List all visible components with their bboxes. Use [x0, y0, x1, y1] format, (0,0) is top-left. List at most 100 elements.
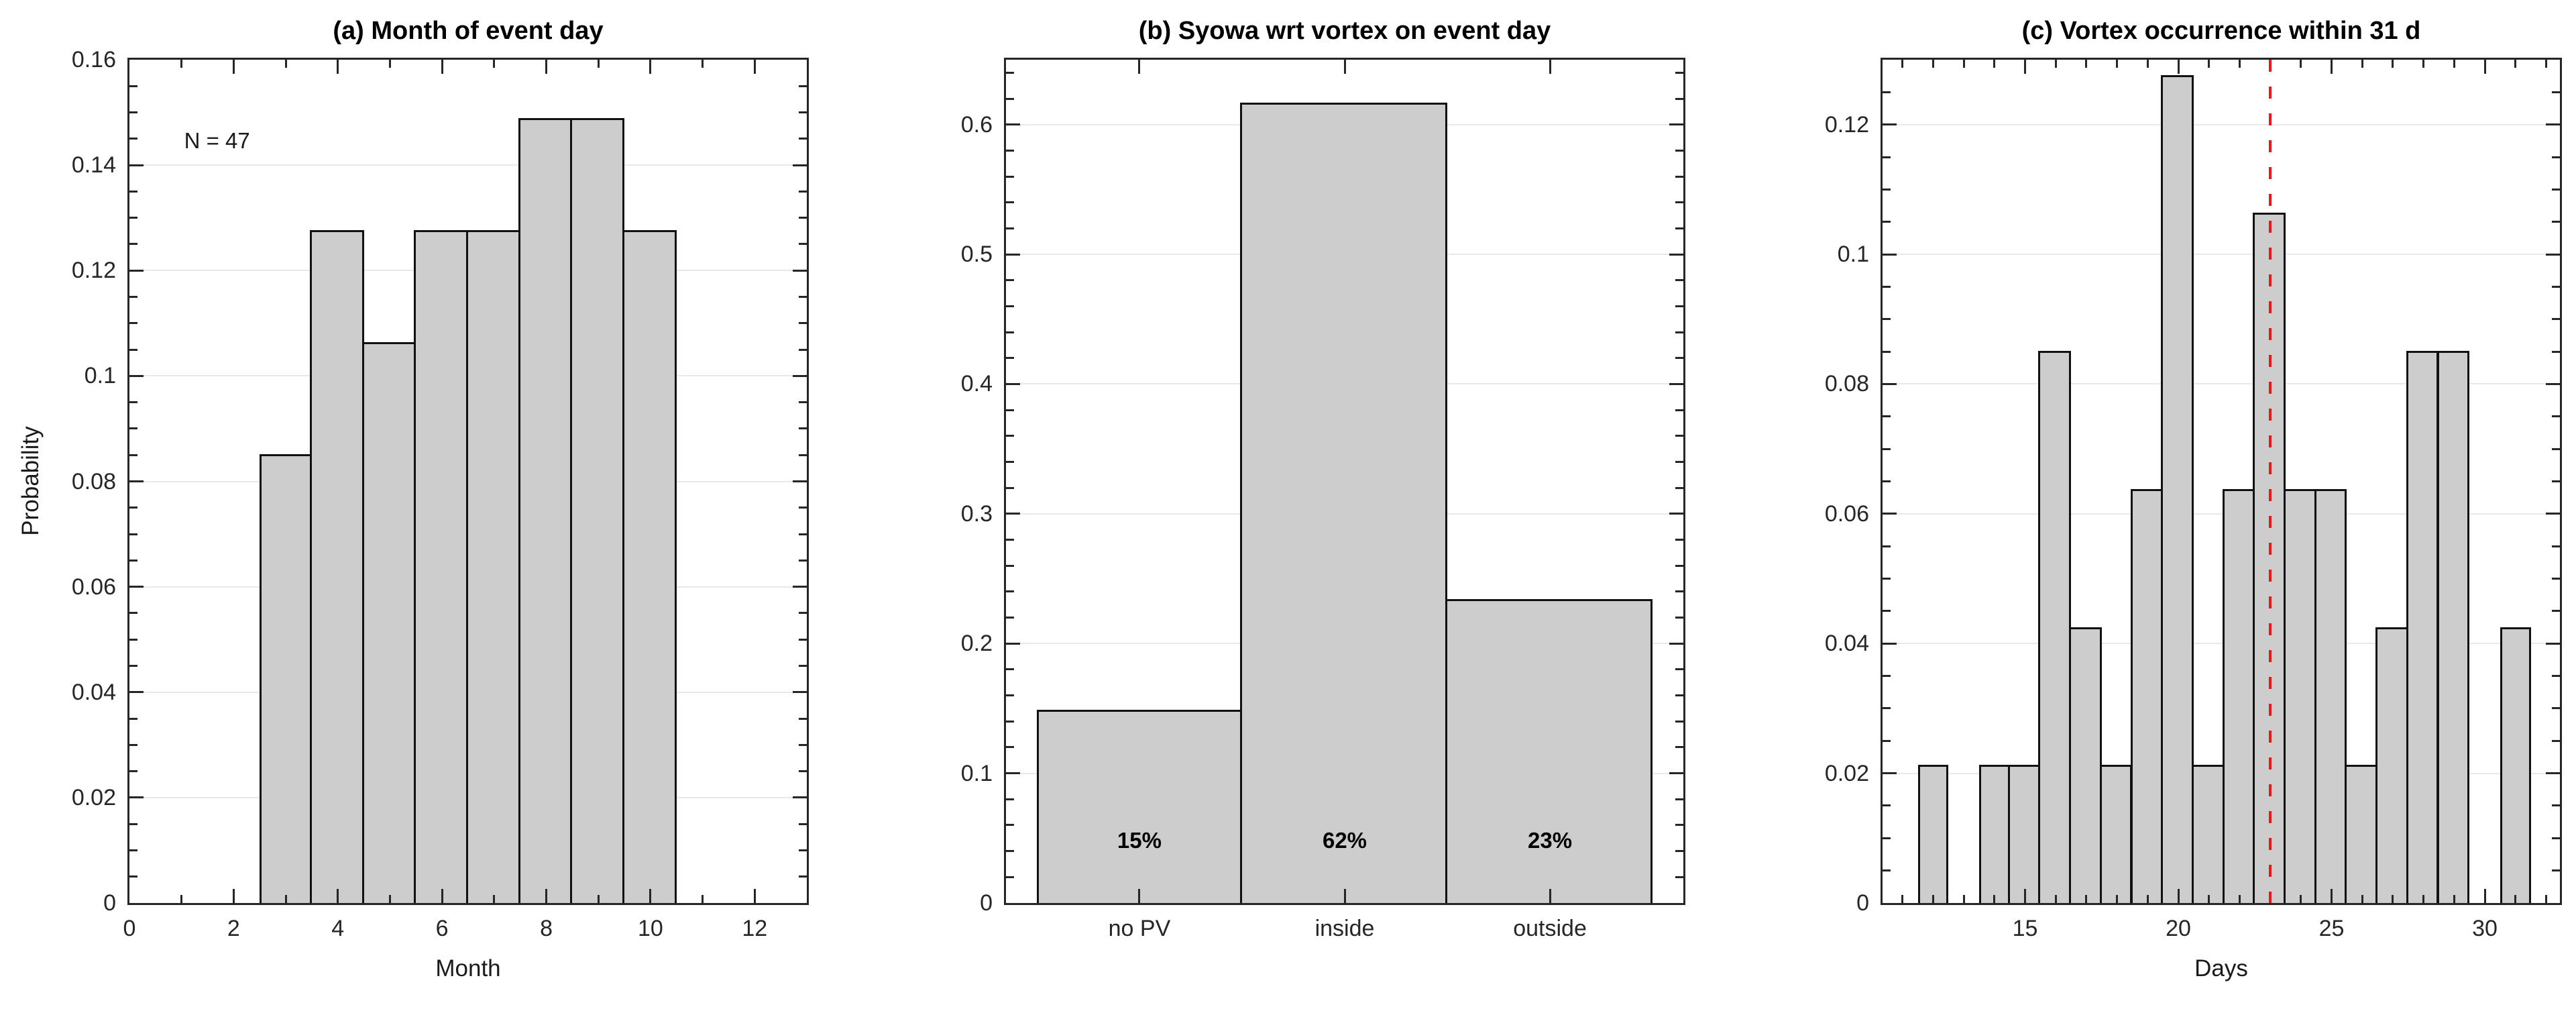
histogram-bar	[570, 117, 625, 903]
y-tick	[799, 770, 807, 773]
y-tick	[129, 269, 144, 272]
y-tick	[1675, 305, 1683, 307]
histogram-bar	[2437, 351, 2470, 903]
histogram-bar	[518, 117, 573, 903]
y-tick	[1006, 305, 1014, 307]
y-tick	[129, 822, 137, 825]
y-tick	[1675, 175, 1683, 178]
y-tick	[129, 533, 137, 535]
y-tick-label: 0.06	[71, 574, 116, 600]
y-tick-label: 0.16	[71, 47, 116, 72]
gridline-y-0.08	[1883, 383, 2560, 385]
x-tick	[2483, 60, 2486, 74]
panel-b-plot: 0 0.1 0.2 0.3 0.4 0.5 0.6 no PV inside outside 15%…	[961, 58, 1685, 941]
y-tick	[2552, 869, 2560, 872]
y-tick	[799, 217, 807, 219]
y-tick	[1883, 123, 1897, 126]
x-tick	[2544, 895, 2547, 903]
y-tick	[129, 322, 137, 325]
y-tick	[1675, 668, 1683, 671]
y-tick	[1006, 123, 1020, 126]
category-label: outside	[1513, 916, 1587, 941]
x-tick	[2300, 895, 2302, 903]
gridline-y-0.12	[1883, 123, 2560, 125]
x-tick-label: 15	[2012, 916, 2038, 941]
x-tick	[2392, 895, 2394, 903]
y-tick	[1883, 221, 1891, 223]
x-tick	[702, 60, 704, 68]
x-tick	[1549, 889, 1551, 903]
panel-c-title: (c) Vortex occurrence within 31 d	[2021, 17, 2421, 45]
y-tick	[1883, 869, 1891, 872]
x-tick	[2361, 60, 2363, 68]
y-tick	[799, 322, 807, 325]
y-tick	[129, 85, 137, 87]
x-tick	[2331, 889, 2333, 903]
y-tick	[129, 111, 137, 114]
y-tick	[799, 85, 807, 87]
y-tick	[2552, 739, 2560, 742]
histogram-bar	[466, 230, 520, 903]
y-tick	[1669, 123, 1683, 126]
histogram-bar	[2314, 488, 2347, 903]
y-tick	[1006, 564, 1014, 567]
y-tick	[2552, 415, 2560, 418]
category-label: inside	[1314, 916, 1375, 941]
y-tick	[1006, 539, 1014, 541]
y-tick	[1675, 720, 1683, 723]
y-tick	[1675, 539, 1683, 541]
y-tick	[129, 480, 144, 482]
y-tick	[1675, 486, 1683, 489]
y-tick	[1669, 253, 1683, 256]
y-tick	[1675, 850, 1683, 853]
histogram-bar	[1979, 765, 2010, 903]
y-tick-label: 0.08	[1824, 371, 1869, 397]
y-tick-label: 0.6	[960, 111, 993, 138]
x-tick	[2514, 895, 2517, 903]
x-tick	[2300, 60, 2302, 68]
y-tick	[1883, 642, 1897, 645]
x-tick	[2085, 895, 2088, 903]
panel-c-xlabel: Days	[2194, 955, 2248, 981]
y-tick	[1883, 578, 1891, 580]
y-tick	[2546, 513, 2560, 515]
y-tick	[1883, 318, 1891, 321]
x-tick	[753, 60, 756, 74]
y-tick	[1006, 875, 1014, 878]
x-tick	[493, 895, 496, 903]
x-tick	[545, 60, 548, 74]
y-tick	[1675, 460, 1683, 463]
y-tick-label: 0.04	[71, 679, 116, 705]
x-tick-label: 2	[227, 916, 240, 941]
y-tick	[1883, 480, 1891, 482]
y-tick	[1675, 590, 1683, 593]
y-tick	[1669, 642, 1683, 645]
y-tick	[1006, 746, 1014, 749]
x-tick	[1962, 895, 1965, 903]
x-tick	[337, 889, 339, 903]
y-tick	[129, 849, 137, 851]
y-tick	[1675, 149, 1683, 152]
y-tick	[129, 664, 137, 667]
y-tick	[1883, 707, 1891, 710]
x-tick	[1343, 889, 1346, 903]
y-tick	[1883, 91, 1891, 93]
x-tick	[2422, 895, 2425, 903]
y-tick	[2552, 188, 2560, 191]
y-tick	[1006, 149, 1014, 152]
y-tick	[2546, 253, 2560, 256]
y-tick	[129, 612, 137, 615]
y-tick	[1883, 545, 1891, 547]
x-tick	[232, 889, 235, 903]
y-tick	[799, 507, 807, 509]
y-tick-label: 0.14	[71, 152, 116, 178]
y-tick	[1006, 97, 1014, 100]
y-tick	[1006, 617, 1014, 619]
y-tick-label: 0.04	[1824, 631, 1869, 657]
y-tick-label: 0.1	[960, 760, 993, 786]
bar-percent-label: 23%	[1528, 828, 1573, 853]
y-tick	[1006, 201, 1014, 204]
x-tick	[2208, 895, 2210, 903]
histogram-bar	[309, 230, 364, 903]
y-tick	[2552, 545, 2560, 547]
